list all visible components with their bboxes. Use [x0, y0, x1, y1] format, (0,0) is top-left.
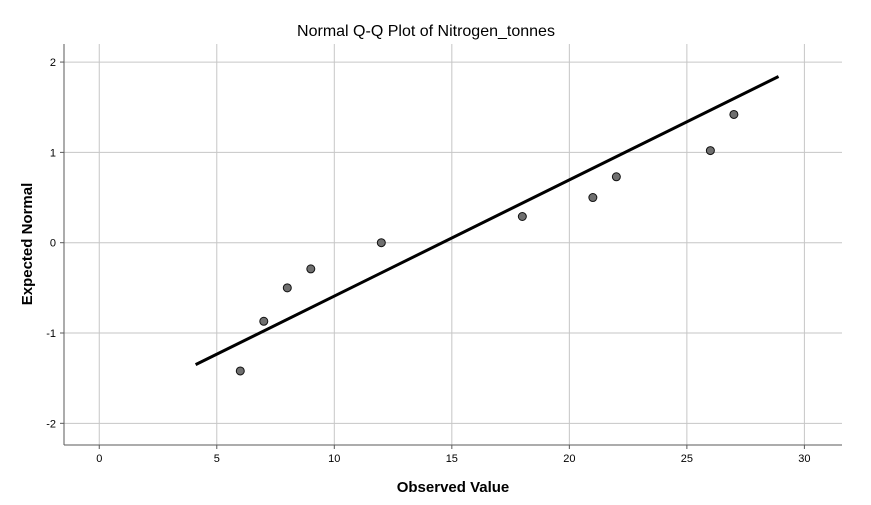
- data-point: [282, 283, 292, 293]
- data-point: [306, 264, 316, 274]
- chart-title: Normal Q-Q Plot of Nitrogen_tonnes: [297, 23, 555, 40]
- x-tick-label: 5: [214, 453, 220, 465]
- y-tick-labels: 2 1 0 -1 -2: [46, 57, 56, 430]
- y-tick-label: 0: [50, 238, 56, 250]
- x-tick-label: 30: [798, 453, 810, 465]
- data-point: [729, 109, 739, 119]
- y-grid-lines: [60, 61, 842, 424]
- x-tick-label: 10: [328, 453, 340, 465]
- plot-area: 0 5 10 15 20 25 30 210-1-2: [46, 44, 842, 465]
- x-tick-label: 15: [446, 453, 458, 465]
- data-points: [235, 109, 739, 376]
- reference-line: [194, 75, 780, 366]
- data-point: [517, 212, 527, 222]
- data-point: [376, 238, 386, 248]
- x-tick-labels: 0 5 10 15 20 25 30: [96, 453, 810, 465]
- y-tick-label: 2: [50, 57, 56, 69]
- x-tick-label: 25: [681, 453, 693, 465]
- data-point: [705, 146, 715, 156]
- x-axis-label: Observed Value: [397, 479, 510, 496]
- data-point: [611, 172, 621, 182]
- y-tick-label: -1: [46, 328, 56, 340]
- x-tick-label: 0: [96, 453, 102, 465]
- data-point: [259, 316, 269, 326]
- data-point: [588, 193, 598, 203]
- y-axis-label: Expected Normal: [19, 183, 36, 306]
- x-tick-label: 20: [563, 453, 575, 465]
- data-point: [235, 366, 245, 376]
- x-grid-lines: [98, 44, 805, 449]
- y-tick-label: -2: [46, 418, 56, 430]
- y-tick-label: 1: [50, 147, 56, 159]
